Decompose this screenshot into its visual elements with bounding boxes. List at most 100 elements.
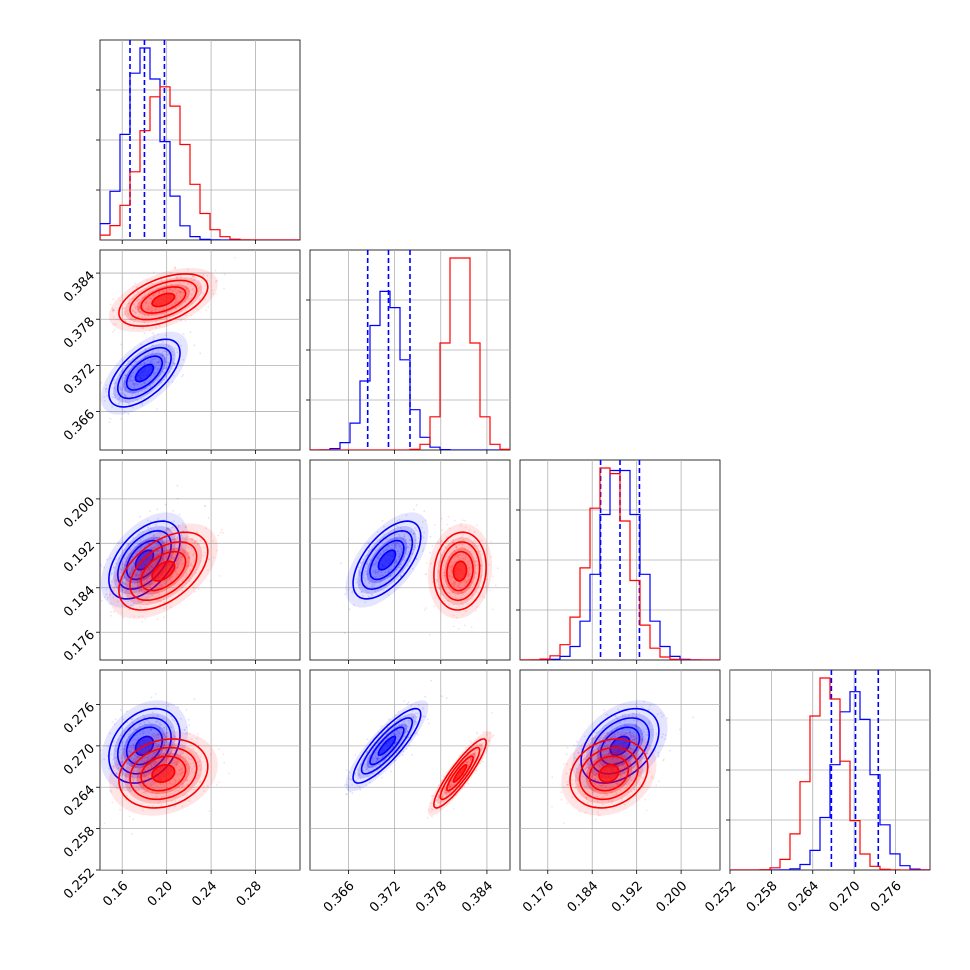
scatter-point (400, 575, 402, 578)
scatter-point (369, 775, 371, 778)
scatter-point (372, 757, 375, 760)
scatter-point (595, 772, 597, 775)
scatter-point (588, 763, 591, 766)
scatter-point (143, 314, 146, 317)
contour-line (129, 279, 198, 321)
scatter-point (184, 285, 187, 288)
scatter-point (370, 580, 373, 582)
scatter-point (150, 583, 153, 585)
scatter-point (145, 719, 148, 722)
scatter-point (592, 750, 595, 753)
scatter-point (158, 754, 160, 757)
scatter-point (192, 762, 195, 764)
scatter-point (376, 557, 379, 560)
scatter-point (389, 754, 392, 756)
scatter-point (109, 417, 112, 420)
scatter-point (179, 771, 182, 774)
scatter-point (391, 544, 394, 546)
scatter-point (483, 596, 486, 599)
scatter-point (154, 366, 157, 368)
scatter-point (148, 568, 151, 571)
scatter-point (144, 380, 147, 383)
scatter-point (387, 544, 390, 547)
scatter-point (112, 396, 114, 398)
scatter-point (451, 582, 454, 585)
scatter-point (453, 585, 455, 588)
panel-content-1-0 (100, 250, 300, 450)
scatter-point (167, 312, 170, 315)
scatter-point (113, 740, 115, 743)
scatter-point (645, 733, 647, 736)
scatter-point (134, 318, 136, 321)
scatter-point (344, 593, 346, 596)
panel-3-2 (519, 669, 721, 871)
scatter-point (664, 738, 667, 740)
scatter-point (624, 728, 626, 731)
scatter-point (415, 557, 418, 560)
scatter-point (136, 300, 139, 302)
scatter-point (142, 765, 145, 767)
scatter-point (161, 354, 164, 357)
scatter-point (151, 282, 154, 285)
contour-line (134, 363, 155, 383)
scatter-point (374, 571, 376, 574)
scatter-point (356, 768, 359, 771)
scatter-point (577, 751, 580, 754)
scatter-point (128, 325, 131, 328)
contour-line (369, 539, 405, 581)
scatter-point (366, 562, 368, 564)
scatter-point (413, 532, 416, 535)
scatter-point (438, 790, 441, 793)
scatter-point (124, 389, 127, 392)
scatter-point (357, 777, 359, 779)
scatter-point (398, 553, 401, 556)
scatter-point (127, 773, 130, 776)
scatter-point (190, 297, 192, 300)
scatter-point (134, 753, 137, 756)
scatter-point (394, 544, 396, 547)
scatter-point (450, 565, 453, 568)
scatter-point (394, 546, 397, 549)
scatter-point (649, 704, 651, 707)
scatter-point (455, 546, 458, 548)
scatter-point (474, 541, 477, 544)
scatter-point (391, 539, 394, 541)
scatter-point (222, 532, 225, 534)
scatter-point (644, 738, 647, 740)
scatter-point (151, 383, 154, 385)
scatter-point (392, 541, 395, 544)
scatter-point (443, 600, 446, 602)
scatter-point (144, 301, 147, 304)
scatter-point (396, 520, 399, 522)
scatter-point (153, 375, 156, 378)
scatter-point (461, 543, 464, 546)
scatter-point (461, 538, 464, 541)
scatter-point (123, 393, 126, 396)
scatter-point (113, 757, 116, 759)
scatter-point (412, 716, 415, 719)
scatter-point (651, 775, 653, 778)
scatter-point (193, 765, 196, 768)
scatter-point (164, 761, 166, 764)
scatter-point (406, 703, 409, 705)
scatter-point (431, 815, 433, 818)
scatter-point (458, 583, 461, 586)
scatter-point (147, 777, 150, 779)
scatter-point (386, 727, 389, 729)
scatter-point (467, 573, 470, 576)
scatter-point (159, 362, 162, 365)
scatter-point (452, 541, 454, 544)
scatter-point (174, 303, 176, 306)
scatter-point (356, 784, 359, 786)
scatter-point (115, 756, 118, 759)
scatter-point (186, 287, 189, 290)
scatter-point (124, 374, 127, 377)
scatter-point (161, 538, 163, 541)
scatter-point (157, 333, 159, 336)
scatter-point (123, 731, 126, 733)
scatter-point (145, 300, 148, 302)
scatter-point (127, 544, 130, 547)
scatter-point (133, 754, 136, 757)
scatter-point (100, 600, 103, 602)
